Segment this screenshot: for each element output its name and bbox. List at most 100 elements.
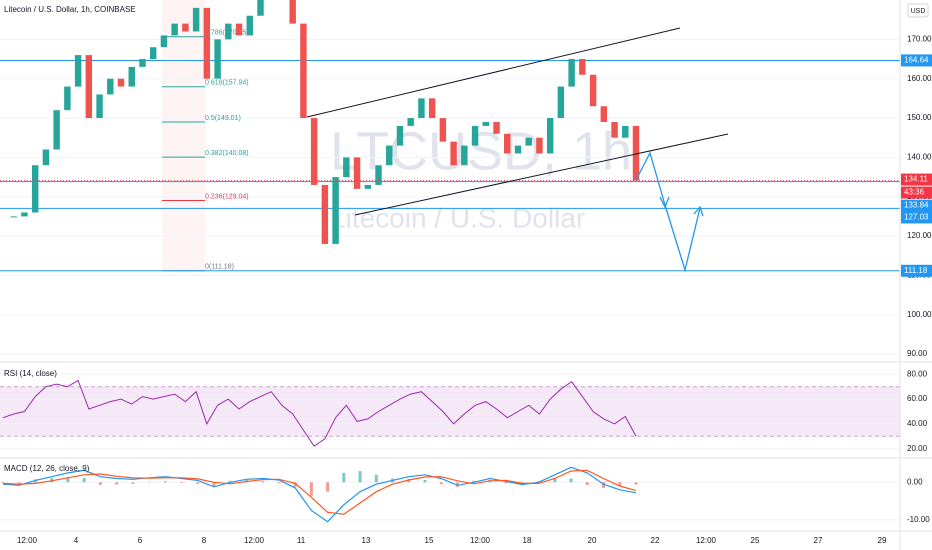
histogram-bar <box>82 477 86 483</box>
x-tick-label: 11 <box>297 536 306 545</box>
fib-zone <box>162 0 205 270</box>
histogram-bar <box>455 482 459 487</box>
y-tick-label: 160.00 <box>907 74 932 83</box>
y-tick-label: 120.00 <box>907 231 932 240</box>
candle <box>353 157 361 189</box>
candle <box>85 55 93 119</box>
histogram-bar <box>504 482 508 484</box>
projection-arrow <box>635 151 666 206</box>
candle <box>418 98 425 119</box>
histogram-bar <box>228 480 232 483</box>
candle <box>546 118 554 154</box>
candle <box>96 94 103 119</box>
histogram-bar <box>439 482 443 485</box>
histogram-bar <box>163 481 167 483</box>
axes: 90.00100.00110.00120.00130.00140.00150.0… <box>17 34 932 545</box>
histogram-bar <box>293 482 297 487</box>
projection-arrow <box>664 204 701 273</box>
histogram-bar <box>553 478 557 483</box>
candle <box>289 0 296 24</box>
candle <box>332 177 339 244</box>
candle <box>386 145 393 166</box>
histogram-bar <box>634 482 638 485</box>
x-tick-label: 25 <box>751 536 760 545</box>
price-badge-label: 164.64 <box>904 56 929 65</box>
x-tick-label: 20 <box>588 536 597 545</box>
x-tick-label: 12:00 <box>470 536 491 545</box>
x-tick-label: 15 <box>425 536 434 545</box>
price-badge <box>901 264 932 277</box>
histogram-bar <box>374 474 378 483</box>
candle <box>589 74 597 107</box>
candle <box>117 78 125 87</box>
x-tick-label: 6 <box>138 536 143 545</box>
candle <box>74 55 82 87</box>
y-tick-label: -10.00 <box>907 515 930 524</box>
x-tick-label: 13 <box>362 536 371 545</box>
rsi-line <box>2 379 637 447</box>
rsi-title: RSI (14, close) <box>4 369 57 378</box>
x-tick-label: 22 <box>651 536 660 545</box>
candle <box>525 137 532 146</box>
price-badge <box>901 211 932 224</box>
y-tick-label: 100.00 <box>907 310 932 319</box>
x-tick-label: 27 <box>814 536 823 545</box>
histogram-bar <box>472 480 476 483</box>
currency-box[interactable] <box>907 3 929 18</box>
histogram-bar <box>131 482 135 484</box>
candle <box>375 165 382 185</box>
macd-title: MACD (12, 26, close, 9) <box>4 464 90 473</box>
price-badge-label: 133.84 <box>904 201 929 210</box>
drawings <box>306 27 729 273</box>
candle <box>139 59 146 67</box>
histogram-bar <box>115 482 119 485</box>
candle <box>182 23 189 32</box>
candle <box>579 59 586 75</box>
candle <box>128 66 135 87</box>
channel-lower <box>354 133 729 216</box>
candle <box>214 39 221 79</box>
y-tick-label: 40.00 <box>907 419 928 428</box>
candle <box>536 137 543 154</box>
y-tick-label: 140.00 <box>907 153 932 162</box>
arrow-head <box>693 205 704 217</box>
candle <box>450 141 457 166</box>
histogram-bar <box>569 478 573 483</box>
candle <box>568 59 575 87</box>
fib-label: 0(111.18) <box>205 264 234 271</box>
candle <box>364 184 371 189</box>
candle <box>300 23 307 119</box>
candle <box>21 212 28 217</box>
candle <box>42 149 50 166</box>
fib-label: 0.5(149.01) <box>205 115 241 122</box>
candle <box>246 15 253 36</box>
y-tick-label: 170.00 <box>907 34 932 43</box>
candle <box>504 133 511 154</box>
candle <box>31 165 39 213</box>
histogram-bar <box>66 477 70 483</box>
fib-label: 0.236(129.04) <box>205 193 249 200</box>
y-tick-label: 60.00 <box>907 394 928 403</box>
price-badge-label: 111.18 <box>904 266 928 275</box>
x-tick-label: 4 <box>74 536 79 545</box>
histogram-bar <box>277 482 281 484</box>
candle <box>600 106 608 122</box>
histogram-bar <box>618 482 622 487</box>
histogram-bar <box>342 472 346 483</box>
price-badge <box>901 199 932 212</box>
x-tick-label: 12:00 <box>696 536 717 545</box>
price-badge <box>901 173 932 186</box>
candle <box>428 98 436 119</box>
candle <box>439 118 447 142</box>
histogram-bar <box>602 482 606 488</box>
histogram-bar <box>423 480 427 483</box>
price-badge-label: 134.11 <box>904 175 928 184</box>
rsi-band <box>0 386 900 437</box>
currency[interactable]: USD <box>911 8 926 15</box>
candle <box>471 125 479 146</box>
candle <box>64 86 71 111</box>
candle <box>257 0 264 16</box>
x-tick-label: 12:00 <box>244 536 265 545</box>
y-tick-label: 150.00 <box>907 113 932 122</box>
price-pane: 0.786(170.65)0.618(157.94)0.5(149.01)0.3… <box>0 0 900 355</box>
